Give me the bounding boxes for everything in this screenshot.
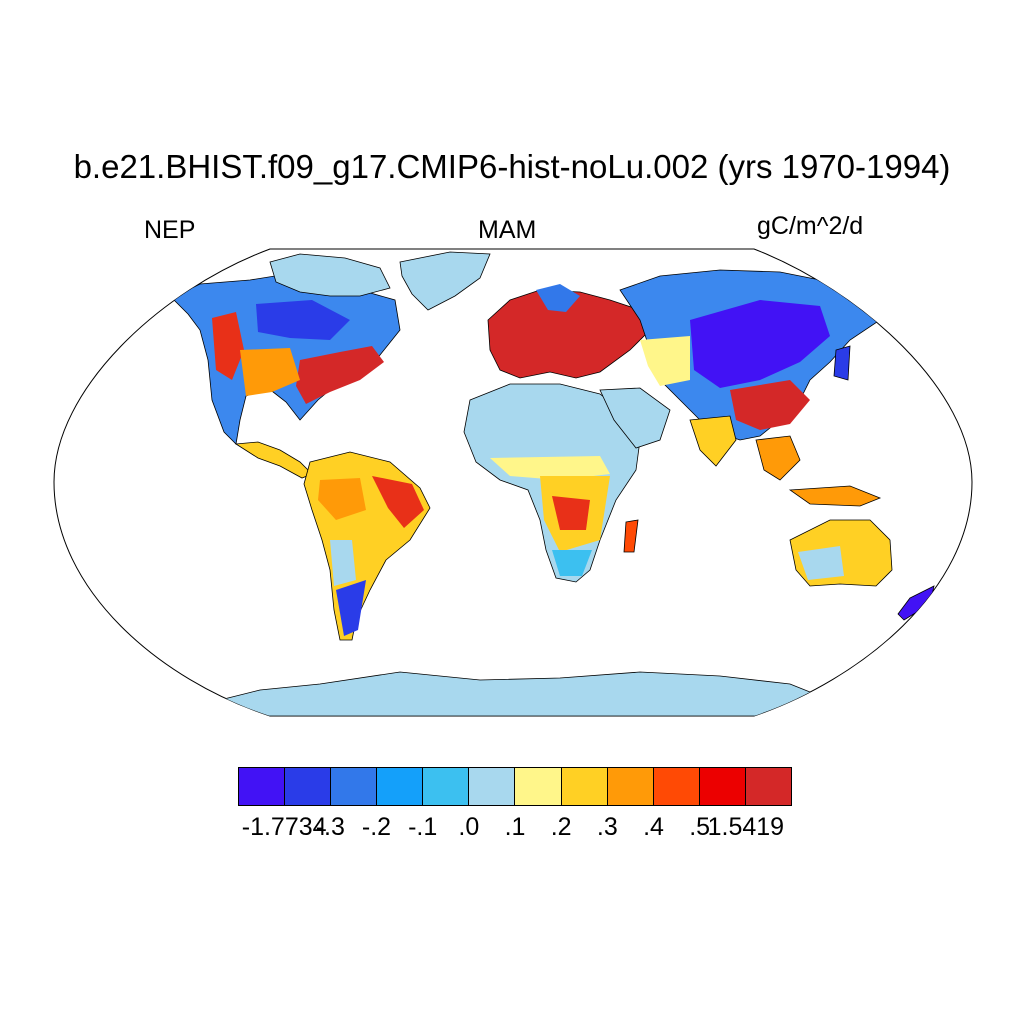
colorbar-tick-label: .5 xyxy=(689,813,711,841)
colorbar-box xyxy=(607,768,654,805)
us-plains-orange xyxy=(240,348,300,396)
colorbar-box xyxy=(745,768,791,805)
japan xyxy=(833,345,851,381)
greenland xyxy=(399,251,491,311)
patagonia-blue xyxy=(336,580,366,636)
us-west-red xyxy=(212,312,244,380)
season-label: MAM xyxy=(478,216,537,244)
colorbar-box xyxy=(469,768,516,805)
colorbar-box xyxy=(653,768,700,805)
colorbar-box xyxy=(331,768,378,805)
indonesia xyxy=(788,485,882,507)
scandinavia xyxy=(536,284,580,312)
colorbar-tick-label: -1.7734 xyxy=(241,813,327,841)
central-asia-yellow xyxy=(640,336,690,386)
congo-red xyxy=(552,496,590,530)
arabia xyxy=(599,387,671,449)
india xyxy=(689,415,737,467)
mongolia-purple xyxy=(690,300,830,388)
colorbar-tick-label: .1 xyxy=(504,813,526,841)
colorbar-tick-label: .4 xyxy=(643,813,664,841)
antarctica xyxy=(219,671,831,716)
southern-africa-blue xyxy=(552,550,592,576)
colorbar-tick-label: -.3 xyxy=(315,813,345,841)
colorbar-box xyxy=(285,768,332,805)
amazon-red xyxy=(372,476,424,528)
colorbar-tick-label: .3 xyxy=(596,813,618,841)
colorbar-tick-label: -.1 xyxy=(408,813,438,841)
colorbar-box xyxy=(699,768,746,805)
australia-lightblue xyxy=(798,546,844,580)
plot-title: b.e21.BHIST.f09_g17.CMIP6-hist-noLu.002 … xyxy=(73,148,951,185)
units-label: gC/m^2/d xyxy=(757,212,864,240)
colorbar-box xyxy=(561,768,608,805)
sahel-yellow xyxy=(490,456,610,480)
colorbar-tick-label: 1.5419 xyxy=(707,813,785,841)
colorbar xyxy=(238,767,792,806)
colorbar-box xyxy=(239,768,286,805)
variable-label: NEP xyxy=(144,216,196,244)
madagascar xyxy=(623,519,639,553)
colorbar-box xyxy=(377,768,424,805)
colorbar-tick-label: .0 xyxy=(458,813,480,841)
canadian-arctic xyxy=(269,253,391,297)
south-america-lightblue xyxy=(330,540,356,586)
colorbar-tick-label: -.2 xyxy=(361,813,392,841)
colorbar-box xyxy=(423,768,470,805)
colorbar-box xyxy=(515,768,562,805)
amazon-orange xyxy=(318,478,366,520)
colorbar-tick-label: .2 xyxy=(550,813,572,841)
canada-blue xyxy=(256,300,350,340)
china-red xyxy=(730,380,810,430)
us-east-red xyxy=(296,346,384,404)
southeast-asia xyxy=(755,435,801,481)
